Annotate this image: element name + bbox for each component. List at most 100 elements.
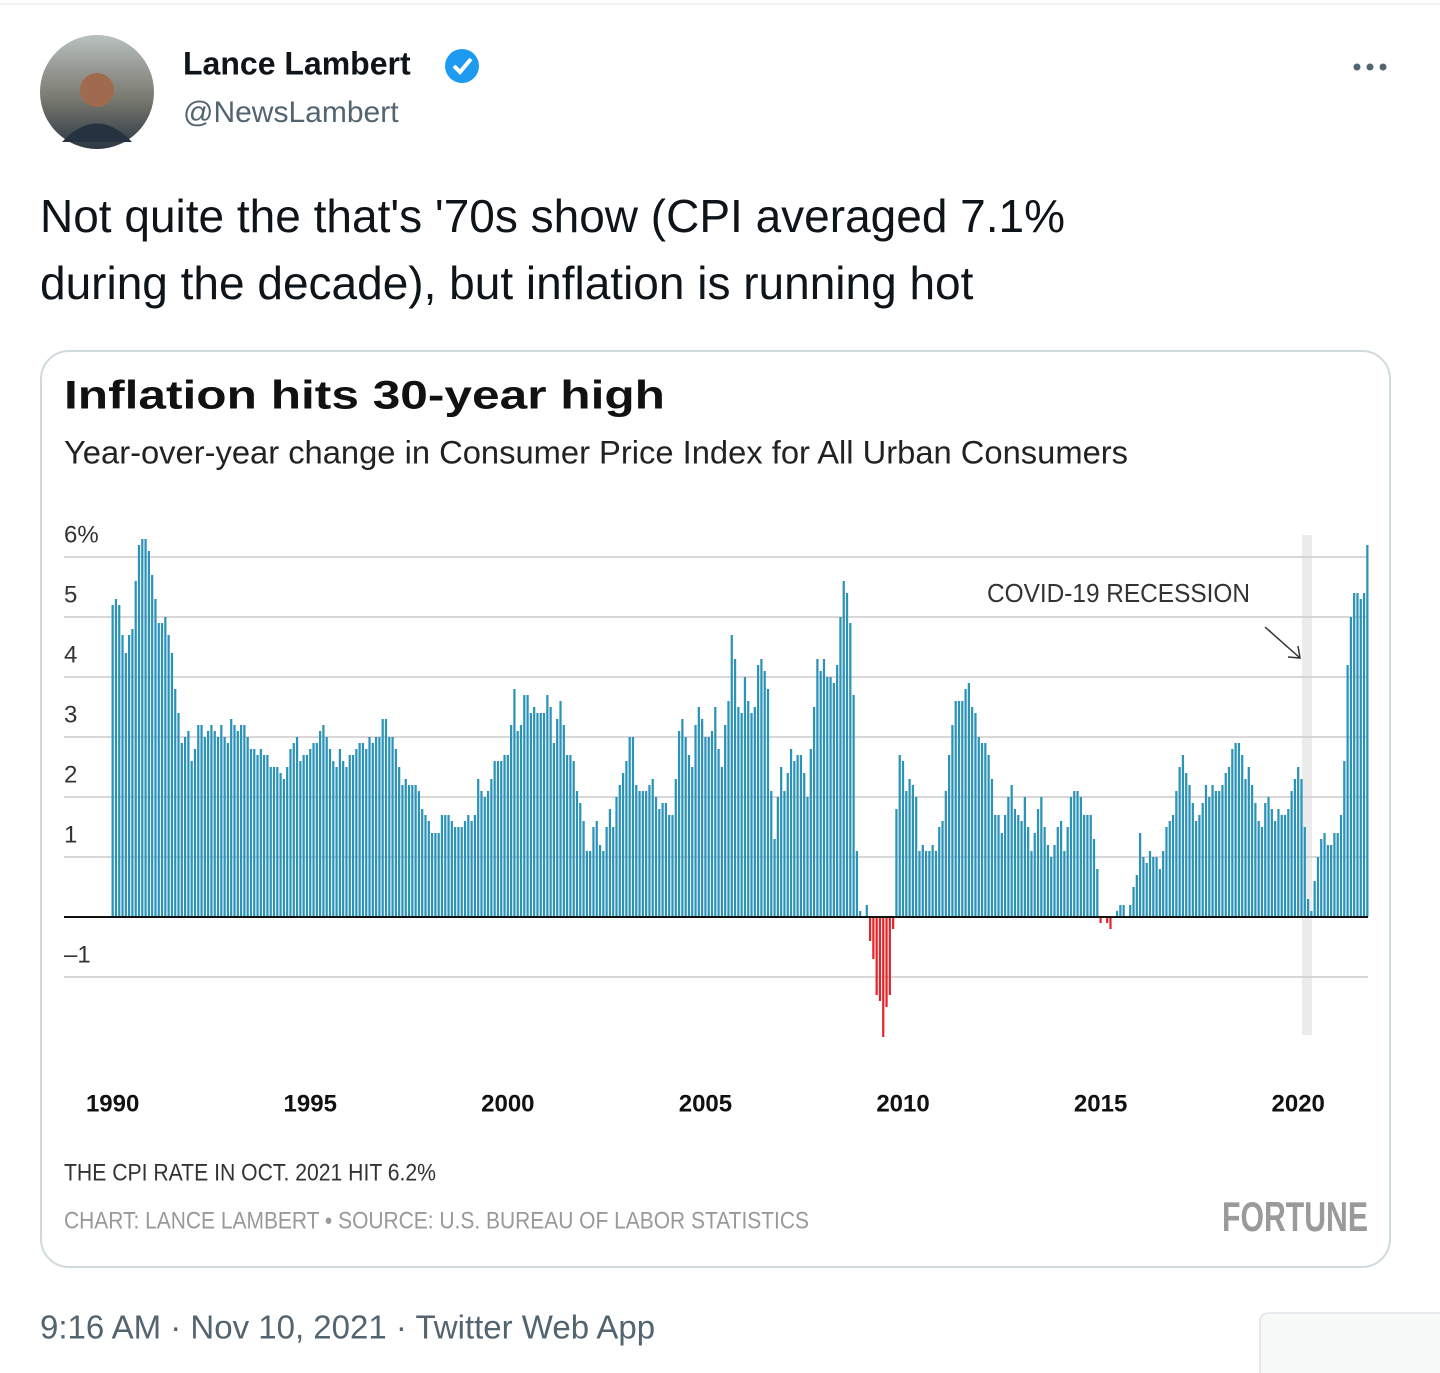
bar bbox=[200, 725, 203, 917]
bar bbox=[773, 839, 776, 917]
bar bbox=[480, 791, 483, 917]
bar bbox=[938, 827, 941, 917]
bar bbox=[704, 737, 707, 917]
bar bbox=[684, 737, 687, 917]
bar bbox=[279, 773, 282, 917]
x-tick-label: 2010 bbox=[876, 1090, 929, 1117]
bar bbox=[220, 725, 223, 917]
bar bbox=[1224, 773, 1227, 917]
bar bbox=[351, 755, 355, 917]
bar bbox=[187, 731, 190, 917]
y-tick-label: 2 bbox=[64, 761, 77, 788]
bar bbox=[641, 791, 644, 917]
bar bbox=[941, 821, 944, 917]
bar bbox=[760, 659, 763, 917]
bar bbox=[1013, 809, 1017, 917]
bar bbox=[1168, 821, 1171, 917]
more-menu[interactable] bbox=[1353, 63, 1387, 71]
bar bbox=[842, 581, 845, 917]
bar bbox=[1297, 767, 1300, 917]
bar bbox=[608, 809, 612, 917]
bar bbox=[780, 767, 783, 917]
bar bbox=[1010, 785, 1013, 917]
bar bbox=[1208, 797, 1211, 917]
bar bbox=[1310, 911, 1313, 917]
bar bbox=[203, 737, 206, 917]
bar bbox=[724, 725, 727, 917]
bar bbox=[1023, 797, 1026, 917]
bar bbox=[164, 617, 167, 917]
bar bbox=[1336, 833, 1339, 917]
bar bbox=[1283, 815, 1287, 917]
bar bbox=[562, 725, 565, 917]
bar bbox=[1316, 857, 1320, 917]
author-handle[interactable]: @NewsLambert bbox=[183, 96, 399, 129]
bar bbox=[180, 743, 183, 917]
bar bbox=[743, 677, 747, 917]
bar bbox=[816, 659, 819, 917]
bar bbox=[585, 851, 588, 917]
bar bbox=[717, 749, 720, 917]
bar bbox=[263, 755, 266, 917]
bar bbox=[276, 767, 279, 917]
bar bbox=[213, 731, 216, 917]
bar bbox=[1007, 797, 1010, 917]
bar bbox=[575, 791, 579, 917]
bar bbox=[786, 773, 789, 917]
bar bbox=[421, 809, 424, 917]
timestamp[interactable]: 9:16 AM · Nov 10, 2021 · Twitter Web App bbox=[40, 1309, 655, 1346]
bar bbox=[477, 779, 480, 917]
bar bbox=[635, 785, 638, 917]
bar bbox=[450, 821, 453, 917]
bar bbox=[312, 743, 315, 917]
bar bbox=[1050, 857, 1053, 917]
tweet-text: Not quite the that's '70s show (CPI aver… bbox=[40, 190, 1065, 242]
bar bbox=[401, 785, 404, 917]
author-name[interactable]: Lance Lambert bbox=[183, 45, 411, 81]
bar bbox=[134, 581, 137, 917]
bar bbox=[710, 731, 714, 917]
bar bbox=[249, 749, 253, 917]
bar bbox=[549, 707, 552, 917]
bar bbox=[589, 851, 592, 917]
bar bbox=[733, 659, 737, 917]
bar bbox=[582, 821, 585, 917]
bar bbox=[895, 809, 898, 917]
tweet-text: during the decade), but inflation is run… bbox=[40, 257, 974, 309]
bar bbox=[1333, 833, 1336, 917]
bar bbox=[378, 737, 381, 917]
bar bbox=[1250, 785, 1254, 917]
bar bbox=[503, 755, 506, 917]
bar bbox=[1339, 815, 1343, 917]
bar bbox=[160, 623, 164, 917]
bar bbox=[671, 815, 674, 917]
bar bbox=[730, 635, 733, 917]
bar bbox=[243, 725, 246, 917]
plot: –1 1 2 3 4 5 6% 1990 1995 2000 2005 2010 2015 2020 bbox=[64, 521, 1369, 1117]
annotation: COVID-19 RECESSION bbox=[987, 578, 1250, 608]
bar bbox=[414, 785, 417, 917]
bar bbox=[124, 653, 127, 917]
bar bbox=[434, 833, 437, 917]
bar bbox=[1326, 845, 1329, 917]
bar bbox=[559, 701, 562, 917]
bar bbox=[753, 707, 756, 917]
bar bbox=[1198, 815, 1201, 917]
bar bbox=[1293, 779, 1297, 917]
bar bbox=[1221, 785, 1224, 917]
bar bbox=[892, 917, 895, 929]
bar bbox=[868, 917, 872, 941]
bar bbox=[836, 665, 839, 917]
bar bbox=[687, 755, 691, 917]
bar bbox=[697, 707, 700, 917]
bar bbox=[980, 743, 984, 917]
bar bbox=[1254, 803, 1257, 917]
y-tick-label: 5 bbox=[64, 581, 77, 608]
bar bbox=[901, 761, 905, 917]
bar bbox=[1237, 743, 1241, 917]
bar bbox=[1366, 545, 1369, 917]
bar bbox=[812, 707, 816, 917]
bar bbox=[299, 761, 302, 917]
bar bbox=[374, 737, 378, 917]
bar bbox=[1152, 857, 1155, 917]
